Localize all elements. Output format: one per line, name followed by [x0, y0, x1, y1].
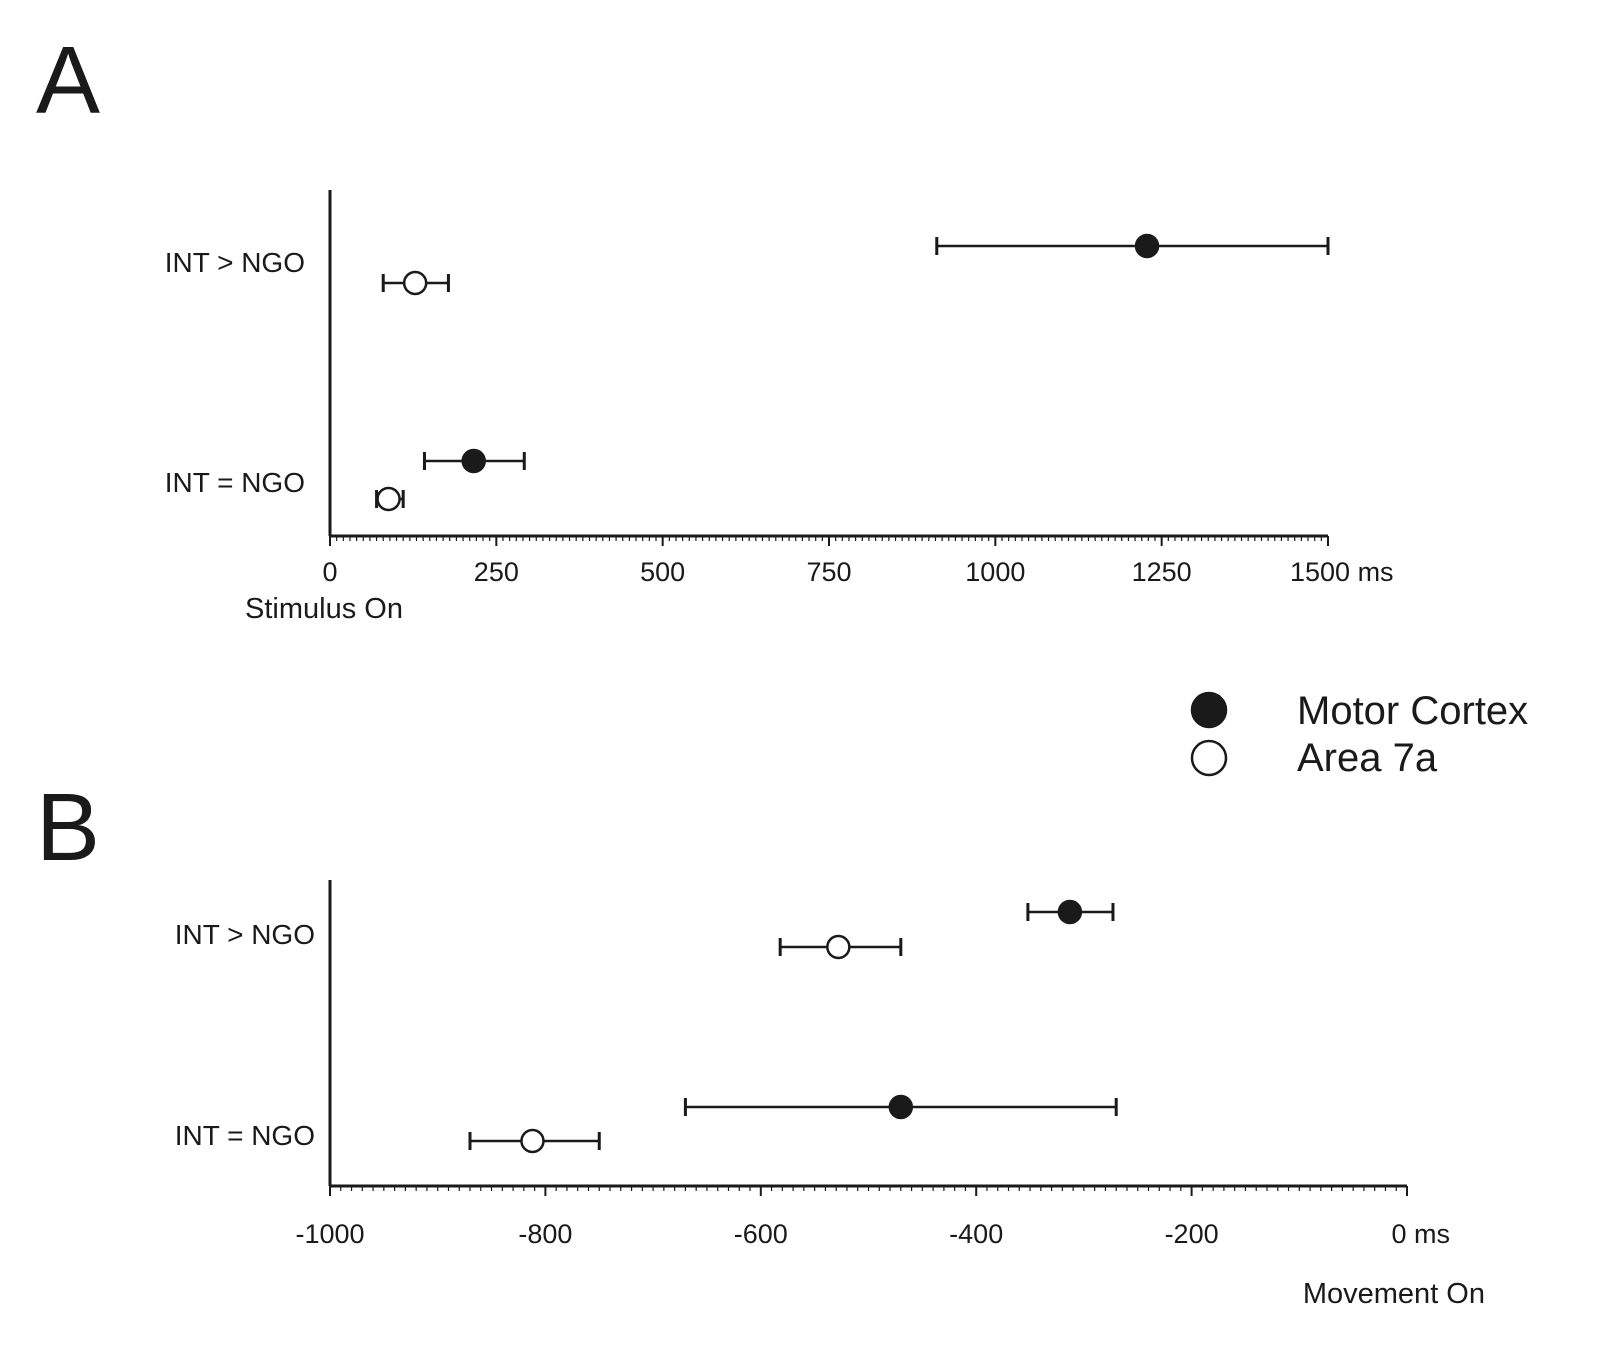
panel-a-x-tick-label: 500 — [640, 557, 685, 587]
panel-a-x-tick-label: 250 — [474, 557, 519, 587]
panel-a-area-7a-int-ngo-point — [402, 270, 428, 296]
panel-letter-a: A — [36, 27, 100, 134]
panel-a-x-axis-title: Stimulus On — [245, 593, 403, 625]
legend-marker-area-7a — [1190, 739, 1228, 777]
panel-a-x-tick-label: 1250 — [1132, 557, 1192, 587]
panel-a-motor-cortex-int-ngo-point — [461, 448, 486, 474]
panel-b-motor-cortex-int-ngo-point — [888, 1094, 914, 1120]
panel-b-x-axis-title: Movement On — [1303, 1278, 1485, 1310]
legend-label-area-7a: Area 7a — [1297, 736, 1438, 780]
panel-a-x-tick-label: 1500 ms — [1290, 557, 1394, 587]
panel-a-area-7a-int-ngo-point — [376, 486, 401, 512]
panel-a-x-tick-label: 0 — [322, 557, 337, 587]
panel-letter-b: B — [36, 774, 100, 881]
legend-label-motor-cortex: Motor Cortex — [1297, 689, 1528, 733]
panel-b-area-7a-int-ngo-point — [520, 1128, 545, 1154]
legend-marker-motor-cortex — [1190, 691, 1228, 729]
panel-b-category-label-int-ngo: INT > NGO — [175, 919, 315, 950]
panel-a-motor-cortex-int-ngo-point — [1134, 233, 1160, 259]
panel-b-x-tick-label: -600 — [734, 1219, 788, 1249]
panel-b-x-tick-label: -200 — [1165, 1219, 1219, 1249]
panel-a-category-label-int-ngo: INT = NGO — [165, 467, 305, 498]
panel-a-x-tick-label: 750 — [806, 557, 851, 587]
panel-b-x-tick-label: -1000 — [295, 1219, 364, 1249]
panel-b-motor-cortex-int-ngo-point — [1057, 899, 1083, 925]
panel-b-chart: -1000 -800 -600 -400 -200 0 ms Movement On INT … — [175, 880, 1485, 1310]
panel-b-area-7a-int-ngo-point — [826, 934, 851, 960]
panel-b-x-tick-label: -400 — [949, 1219, 1003, 1249]
panel-b-category-label-int-ngo: INT = NGO — [175, 1120, 315, 1151]
panel-a-category-label-int-ngo: INT > NGO — [165, 247, 305, 278]
panel-b-x-tick-label: -800 — [518, 1219, 572, 1249]
panel-a-chart: 0 250 500 750 1000 1250 1500 ms Stimulus On INT … — [165, 190, 1394, 625]
panel-b-x-tick-label: 0 ms — [1392, 1219, 1451, 1249]
panel-a-x-tick-label: 1000 — [965, 557, 1025, 587]
